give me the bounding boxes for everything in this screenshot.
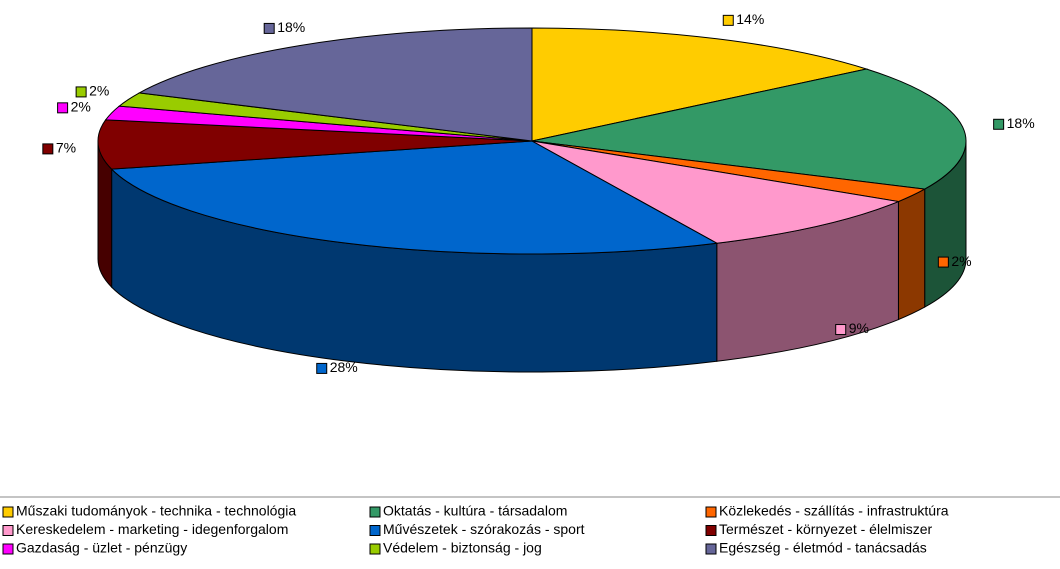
data-label: 14% [736,11,764,27]
legend-label: Műszaki tudományok - technika - technoló… [16,503,296,519]
slice [531,140,901,244]
slice [531,68,967,190]
legend-label: Egészség - életmód - tanácsadás [719,540,927,556]
legend-label: Természet - környezet - élelmiszer [719,521,933,537]
slice [531,27,869,142]
label-swatch [993,118,1005,130]
legend-label: Kereskedelem - marketing - idegenforgalo… [16,521,288,537]
legend-swatch [705,525,717,536]
label-swatch [722,14,734,26]
data-label: 7% [56,140,76,156]
legend-swatch [705,543,717,555]
label-swatch [316,362,328,374]
label-swatch [42,143,54,155]
label-swatch [263,22,275,34]
legend-swatch [369,543,381,555]
legend-label: Oktatás - kultúra - társadalom [383,503,567,519]
legend-label: Művészetek - szórakozás - sport [383,521,585,537]
slice [137,27,533,142]
slice [110,140,719,255]
data-label: 28% [330,359,358,375]
data-label: 2% [71,99,91,115]
label-swatch [75,86,87,98]
label-swatch [57,102,69,114]
legend-label: Közlekedés - szállítás - infrastruktúra [719,503,949,519]
data-label: 2% [951,253,971,269]
legend-swatch [705,506,717,518]
legend-swatch [2,506,14,518]
legend-swatch [369,525,381,536]
label-swatch [835,324,847,336]
data-label: 18% [277,19,305,35]
slice-side [897,188,926,321]
data-label: 18% [1007,115,1035,131]
legend-label: Gazdaság - üzlet - pénzügy [16,540,187,556]
data-label: 9% [849,320,869,336]
legend-label: Védelem - biztonság - jog [383,540,542,556]
data-label: 2% [89,83,109,99]
legend-swatch [2,525,14,536]
legend-swatch [2,543,14,555]
label-swatch [937,256,949,268]
legend-swatch [369,506,381,518]
slice [97,119,533,170]
